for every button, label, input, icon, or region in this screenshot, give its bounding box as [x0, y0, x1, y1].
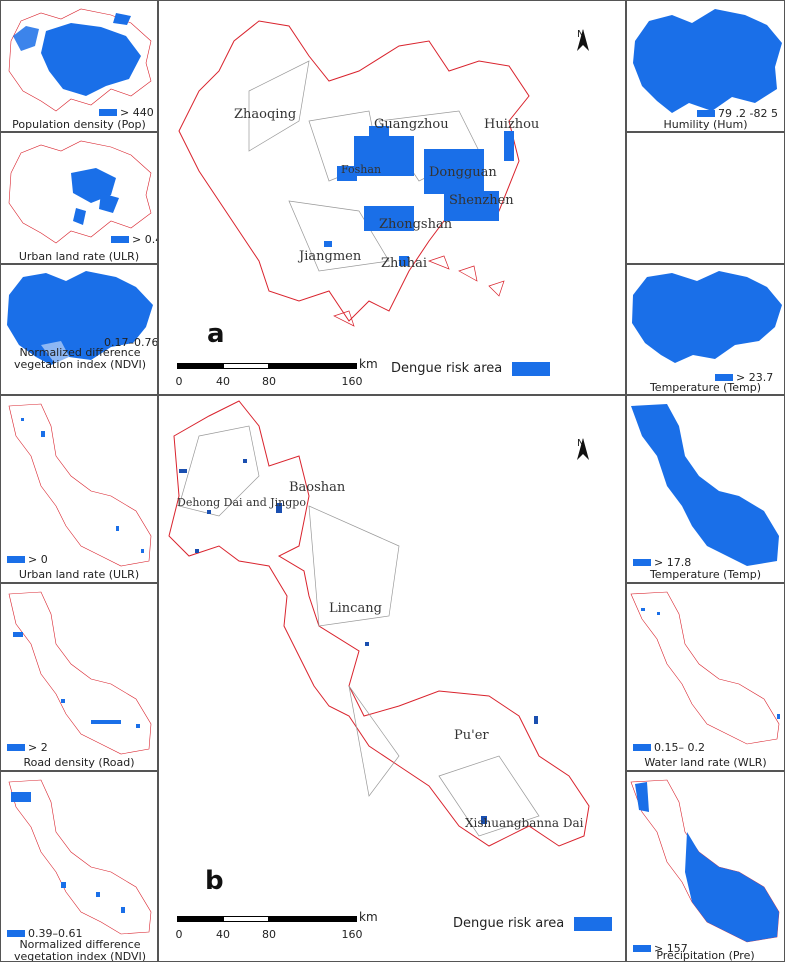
- panel-letter: b: [205, 866, 224, 896]
- region-label: Lincang: [329, 601, 382, 616]
- legend-value: > 23.7: [736, 371, 774, 384]
- b-ndvi-map: [8, 779, 152, 935]
- a-pop-map: [8, 8, 152, 112]
- a-ndvi-panel: 0.17–0.76 Normalized difference vegetati…: [0, 264, 158, 395]
- a-empty-panel: [626, 132, 785, 264]
- legend-value: > 2: [28, 741, 48, 754]
- city-label: Guangzhou: [374, 117, 449, 132]
- b-wlr-panel: 0.15– 0.2 Water land rate (WLR): [626, 583, 785, 771]
- city-label: Zhongshan: [379, 217, 453, 232]
- city-label: Zhaoqing: [234, 107, 297, 122]
- panel-caption: Normalized difference vegetation index (…: [13, 938, 147, 962]
- legend-value: > 157: [654, 942, 688, 955]
- region-label: Pu'er: [454, 728, 489, 743]
- panel-caption: Temperature (Temp): [649, 381, 762, 394]
- panel-caption: Road density (Road): [23, 756, 135, 769]
- legend-swatch: [633, 945, 651, 952]
- a-main-map: [178, 20, 530, 327]
- b-main-panel: Dehong Dai and Jingpo Baoshan Lincang Pu…: [158, 395, 626, 962]
- city-label: Zhuhai: [381, 256, 428, 271]
- legend-swatch: [7, 744, 25, 751]
- legend-swatch: [715, 374, 733, 381]
- legend-swatch: [7, 930, 25, 937]
- b-road-panel: > 2 Road density (Road): [0, 583, 158, 771]
- legend-swatch: [83, 339, 101, 346]
- legend-swatch: [697, 110, 715, 117]
- city-label: Shenzhen: [449, 193, 514, 208]
- panel-caption: Normalized difference vegetation index (…: [13, 346, 147, 371]
- a-ndvi-map: [7, 271, 153, 365]
- panel-caption: Urban land rate (ULR): [18, 250, 140, 263]
- legend-value: 0.15– 0.2: [654, 741, 705, 754]
- b-road-map: [8, 591, 152, 755]
- legend-swatch: [633, 744, 651, 751]
- a-hum-map: [633, 9, 782, 113]
- legend-value: > 17.8: [654, 556, 692, 569]
- city-label: Huizhou: [484, 117, 540, 132]
- a-ulr-panel: > 0.4 Urban land rate (ULR): [0, 132, 158, 264]
- legend-swatch: [633, 559, 651, 566]
- north-arrow-icon: N: [577, 438, 589, 460]
- b-temp-map: [631, 404, 779, 566]
- b-wlr-map: [630, 591, 780, 745]
- region-label: Baoshan: [289, 480, 346, 495]
- legend-swatch: [7, 556, 25, 563]
- panel-caption: Temperature (Temp): [649, 568, 762, 581]
- a-ulr-map: [8, 140, 152, 244]
- b-ulr-map: [8, 403, 152, 567]
- north-arrow-icon: N: [577, 29, 589, 51]
- legend-value: > 440: [120, 106, 154, 119]
- panel-letter: a: [207, 319, 225, 349]
- scale-bar: 0 40 80 160 km: [175, 910, 378, 941]
- legend-value: > 0.4: [132, 233, 157, 246]
- b-pre-map: [630, 779, 780, 943]
- panel-caption: Urban land rate (ULR): [18, 568, 140, 581]
- scale-bar: 0 40 80 160 km: [175, 357, 378, 388]
- legend-swatch: [99, 109, 117, 116]
- panel-caption: Precipitation (Pre): [656, 949, 755, 962]
- a-temp-map: [632, 271, 782, 363]
- legend-value: 0.39–0.61: [28, 927, 83, 940]
- legend-swatch: [111, 236, 129, 243]
- legend-value: > 0: [28, 553, 48, 566]
- b-pre-panel: > 157 Precipitation (Pre): [626, 771, 785, 962]
- b-ulr-panel: > 0 Urban land rate (ULR): [0, 395, 158, 583]
- a-hum-panel: 79 .2 -82 5 Humility (Hum): [626, 0, 785, 132]
- region-label: Xishuangbanna Dai: [465, 816, 584, 830]
- b-main-map: [168, 400, 590, 847]
- city-label: Dongguan: [429, 165, 497, 180]
- panel-caption: Humility (Hum): [663, 118, 748, 131]
- a-pop-panel: > 440 Population density (Pop): [0, 0, 158, 132]
- panel-caption: Water land rate (WLR): [644, 756, 767, 769]
- b-ndvi-panel: 0.39–0.61 Normalized difference vegetati…: [0, 771, 158, 962]
- b-temp-panel: > 17.8 Temperature (Temp): [626, 395, 785, 583]
- city-label: Jiangmen: [299, 249, 362, 264]
- legend-value: 0.17–0.76: [104, 336, 158, 349]
- risk-legend: Dengue risk area: [391, 361, 551, 376]
- risk-legend: Dengue risk area: [453, 916, 613, 931]
- panel-caption: Population density (Pop): [12, 118, 146, 131]
- city-label: Foshan: [341, 163, 382, 176]
- a-temp-panel: > 23.7 Temperature (Temp): [626, 264, 785, 395]
- legend-value: 79 .2 -82 5: [718, 107, 778, 120]
- region-label: Dehong Dai and Jingpo: [177, 496, 306, 509]
- a-main-panel: Zhaoqing Guangzhou Huizhou Foshan Donggu…: [158, 0, 626, 395]
